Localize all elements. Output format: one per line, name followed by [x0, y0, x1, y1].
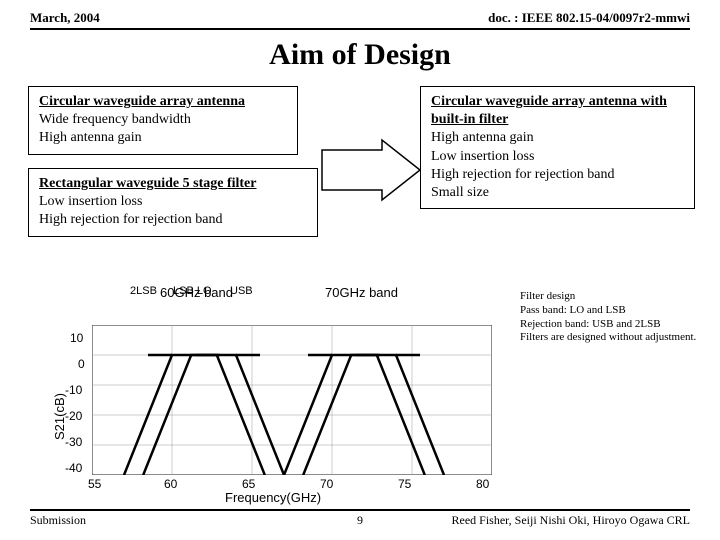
ytick-3: -20 [65, 409, 82, 423]
box-filter-line2: High rejection for rejection band [39, 211, 307, 229]
combine-arrow [302, 135, 422, 205]
box-antenna-heading: Circular waveguide array antenna [39, 93, 287, 111]
box-antenna-line1: Wide frequency bandwidth [39, 111, 287, 129]
filter-note-line2: Pass band: LO and LSB [520, 304, 696, 318]
xtick-0: 55 [88, 477, 101, 491]
ytick-4: -30 [65, 435, 82, 449]
filter-note-line4: Filters are designed without adjustment. [520, 331, 696, 345]
box-antenna-line2: High antenna gain [39, 129, 287, 147]
xtick-4: 75 [398, 477, 411, 491]
box-filter-heading: Rectangular waveguide 5 stage filter [39, 175, 307, 193]
xtick-5: 80 [476, 477, 489, 491]
filter-design-note: Filter design Pass band: LO and LSB Reje… [520, 290, 696, 345]
label-70ghz: 70GHz band [325, 285, 398, 300]
box-combined-line1: High antenna gain [431, 129, 684, 147]
ytick-5: -40 [65, 461, 82, 475]
filter-note-line1: Filter design [520, 290, 696, 304]
box-combined-heading: Circular waveguide array antenna with bu… [431, 93, 684, 129]
xtick-2: 65 [242, 477, 255, 491]
box-combined-line3: High rejection for rejection band [431, 166, 684, 184]
ytick-2: -10 [65, 383, 82, 397]
header-doc: doc. : IEEE 802.15-04/0097r2-mmwi [488, 10, 690, 26]
xtick-3: 70 [320, 477, 333, 491]
box-filter-line1: Low insertion loss [39, 193, 307, 211]
page-number: 9 [0, 513, 720, 528]
xtick-1: 60 [164, 477, 177, 491]
chart-xlabel: Frequency(GHz) [225, 490, 321, 505]
box-combined-line4: Small size [431, 184, 684, 202]
s21-chart: 60GHz band 70GHz band 2LSB LSB LO USB S2… [70, 285, 510, 500]
ytick-0: 10 [70, 331, 83, 345]
box-combined: Circular waveguide array antenna with bu… [420, 86, 695, 209]
header-date: March, 2004 [30, 10, 100, 26]
slide-header: March, 2004 doc. : IEEE 802.15-04/0097r2… [30, 10, 690, 30]
label-usb: USB [230, 285, 253, 297]
filter-note-line3: Rejection band: USB and 2LSB [520, 318, 696, 332]
chart-plot [92, 325, 492, 475]
box-filter: Rectangular waveguide 5 stage filter Low… [28, 168, 318, 237]
label-2lsb: 2LSB [130, 285, 157, 297]
box-combined-line2: Low insertion loss [431, 148, 684, 166]
label-lsblo: LSB LO [173, 285, 212, 297]
slide-title: Aim of Design [0, 38, 720, 72]
box-antenna: Circular waveguide array antenna Wide fr… [28, 86, 298, 155]
ytick-1: 0 [78, 357, 85, 371]
